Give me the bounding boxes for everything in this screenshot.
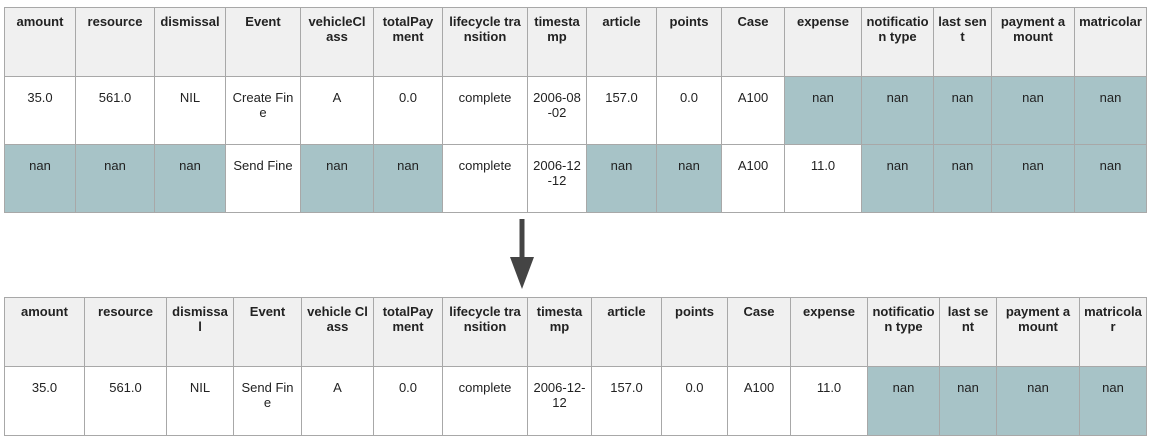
header-cell: last sent (933, 7, 992, 77)
header-cell: Event (233, 297, 302, 367)
header-cell: resource (84, 297, 167, 367)
header-cell: vehicle Class (301, 297, 374, 367)
header-cell: expense (790, 297, 868, 367)
table-cell: complete (442, 366, 528, 436)
table-cell: nan (154, 144, 226, 213)
table-cell: nan (1074, 144, 1147, 213)
table-cell: 0.0 (373, 76, 443, 145)
table-cell: NIL (154, 76, 226, 145)
header-cell: timestamp (527, 297, 592, 367)
header-cell: notification type (867, 297, 940, 367)
table-cell: 157.0 (591, 366, 662, 436)
table-cell: nan (933, 76, 992, 145)
header-cell: article (591, 297, 662, 367)
table-cell: 0.0 (656, 76, 722, 145)
table-cell: 11.0 (784, 144, 862, 213)
table-cell: 2006-12-12 (527, 366, 592, 436)
table-cell: nan (939, 366, 997, 436)
header-cell: Case (721, 7, 785, 77)
header-cell: payment amount (996, 297, 1080, 367)
header-cell: totalPayment (373, 7, 443, 77)
table-cell: 561.0 (75, 76, 155, 145)
table-cell: A (300, 76, 374, 145)
table-cell: 11.0 (790, 366, 868, 436)
table-cell: 35.0 (4, 76, 76, 145)
table-cell: nan (996, 366, 1080, 436)
header-cell: amount (4, 297, 85, 367)
header-cell: payment amount (991, 7, 1075, 77)
table-cell: nan (4, 144, 76, 213)
table-row: nan nan nan Send Fine nan nan complete 2… (4, 144, 1147, 213)
header-cell: vehicleClass (300, 7, 374, 77)
table-cell: nan (586, 144, 657, 213)
table-cell: nan (867, 366, 940, 436)
table-cell: 157.0 (586, 76, 657, 145)
header-cell: amount (4, 7, 76, 77)
header-cell: last sent (939, 297, 997, 367)
header-cell: matricolar (1074, 7, 1147, 77)
table-cell: nan (933, 144, 992, 213)
table-cell: complete (442, 144, 528, 213)
table-cell: A100 (721, 76, 785, 145)
header-cell: points (656, 7, 722, 77)
table-cell: A (301, 366, 374, 436)
header-row: amount resource dismissal Event vehicle … (4, 297, 1147, 367)
header-cell: dismissal (154, 7, 226, 77)
header-cell: lifecycle transition (442, 297, 528, 367)
table-cell: nan (861, 144, 934, 213)
table-cell: nan (1074, 76, 1147, 145)
table-cell: Send Fine (233, 366, 302, 436)
table-cell: Send Fine (225, 144, 301, 213)
header-cell: Event (225, 7, 301, 77)
table-cell: nan (861, 76, 934, 145)
table-cell: complete (442, 76, 528, 145)
header-cell: timestamp (527, 7, 587, 77)
table-cell: 35.0 (4, 366, 85, 436)
table-cell: nan (75, 144, 155, 213)
header-cell: dismissal (166, 297, 234, 367)
header-cell: lifecycle transition (442, 7, 528, 77)
table-cell: nan (1079, 366, 1147, 436)
table-cell: nan (656, 144, 722, 213)
header-cell: totalPayment (373, 297, 443, 367)
table-cell: nan (300, 144, 374, 213)
result-table: amount resource dismissal Event vehicle … (4, 297, 1147, 436)
table-cell: A100 (727, 366, 791, 436)
table-cell: 561.0 (84, 366, 167, 436)
table-cell: 0.0 (373, 366, 443, 436)
header-cell: matricolar (1079, 297, 1147, 367)
table-cell: nan (784, 76, 862, 145)
table-cell: 2006-12-12 (527, 144, 587, 213)
table-cell: nan (991, 76, 1075, 145)
down-arrow-icon (510, 219, 534, 289)
table-cell: nan (991, 144, 1075, 213)
header-cell: Case (727, 297, 791, 367)
table-cell: A100 (721, 144, 785, 213)
table-row: 35.0 561.0 NIL Create Fine A 0.0 complet… (4, 76, 1147, 145)
header-row: amount resource dismissal Event vehicleC… (4, 7, 1147, 77)
table-cell: nan (373, 144, 443, 213)
table-row: 35.0 561.0 NIL Send Fine A 0.0 complete … (4, 366, 1147, 436)
table-cell: NIL (166, 366, 234, 436)
table-cell: 0.0 (661, 366, 728, 436)
header-cell: points (661, 297, 728, 367)
header-cell: resource (75, 7, 155, 77)
header-cell: article (586, 7, 657, 77)
source-table: amount resource dismissal Event vehicleC… (4, 7, 1147, 213)
header-cell: notification type (861, 7, 934, 77)
table-cell: 2006-08-02 (527, 76, 587, 145)
header-cell: expense (784, 7, 862, 77)
table-cell: Create Fine (225, 76, 301, 145)
